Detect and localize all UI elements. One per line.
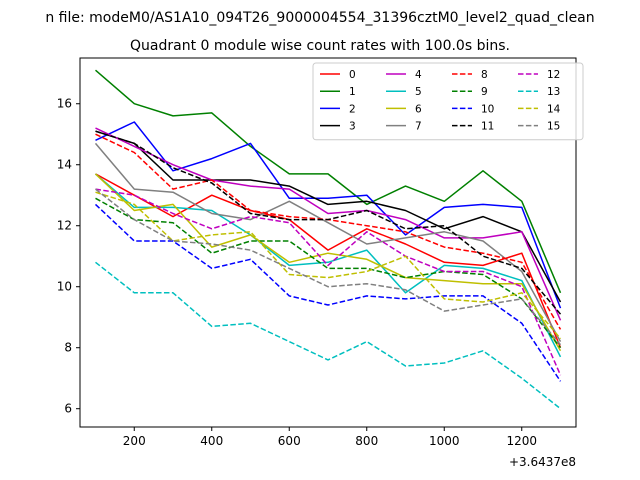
x-tick-label: 800 (355, 434, 378, 448)
series-line-7 (94, 142, 562, 342)
series-line-1 (95, 69, 562, 294)
legend-label-3: 3 (349, 121, 356, 133)
legend-label-1: 1 (349, 86, 356, 98)
series-line-11 (95, 130, 562, 315)
legend-label-8: 8 (481, 69, 488, 81)
y-tick-label: 12 (57, 219, 72, 233)
series-line-15 (95, 188, 562, 346)
series-line-3 (95, 130, 562, 303)
figure-suptitle: n file: modeM0/AS1A10_094T26_9000004554_… (45, 10, 594, 26)
series-line-4 (95, 127, 562, 321)
legend-label-14: 14 (547, 103, 561, 115)
x-tick-label: 1200 (506, 434, 537, 448)
legend-label-13: 13 (547, 86, 560, 98)
legend-label-5: 5 (415, 86, 422, 98)
series-line-12 (95, 188, 562, 376)
series-line-0 (95, 173, 562, 348)
series-line-9 (95, 197, 562, 349)
y-tick-label: 6 (64, 402, 72, 416)
legend-label-11: 11 (481, 121, 494, 133)
legend-label-15: 15 (547, 121, 560, 133)
y-tick-label: 16 (57, 97, 72, 111)
legend-box (312, 62, 584, 141)
plot-frame (79, 57, 577, 428)
legend-label-0: 0 (349, 69, 356, 81)
x-tick-label: 400 (200, 434, 223, 448)
series-line-14 (95, 191, 562, 340)
axis-ticks: 200 400 600 800 1000 1200 6 8 10 12 14 16 (57, 97, 537, 448)
series-line-5 (95, 173, 562, 358)
legend-label-6: 6 (415, 103, 422, 115)
legend-label-10: 10 (481, 103, 494, 115)
legend-label-7: 7 (415, 121, 422, 133)
chart-title: Quadrant 0 module wise count rates with … (130, 38, 510, 54)
legend-label-2: 2 (349, 103, 356, 115)
legend-label-4: 4 (415, 69, 422, 81)
legend-label-9: 9 (481, 86, 488, 98)
x-tick-label: 600 (278, 434, 301, 448)
y-tick-label: 14 (57, 158, 72, 172)
legend-label-12: 12 (547, 69, 560, 81)
series-lines (94, 69, 562, 410)
series-line-6 (94, 173, 562, 352)
y-tick-label: 8 (64, 341, 72, 355)
x-tick-label: 1000 (429, 434, 460, 448)
y-tick-label: 10 (57, 280, 72, 294)
x-tick-label: 200 (123, 434, 146, 448)
series-line-10 (94, 203, 562, 382)
x-offset-label: +3.6437e8 (509, 455, 576, 469)
series-line-13 (95, 261, 561, 410)
series-line-2 (95, 121, 562, 309)
